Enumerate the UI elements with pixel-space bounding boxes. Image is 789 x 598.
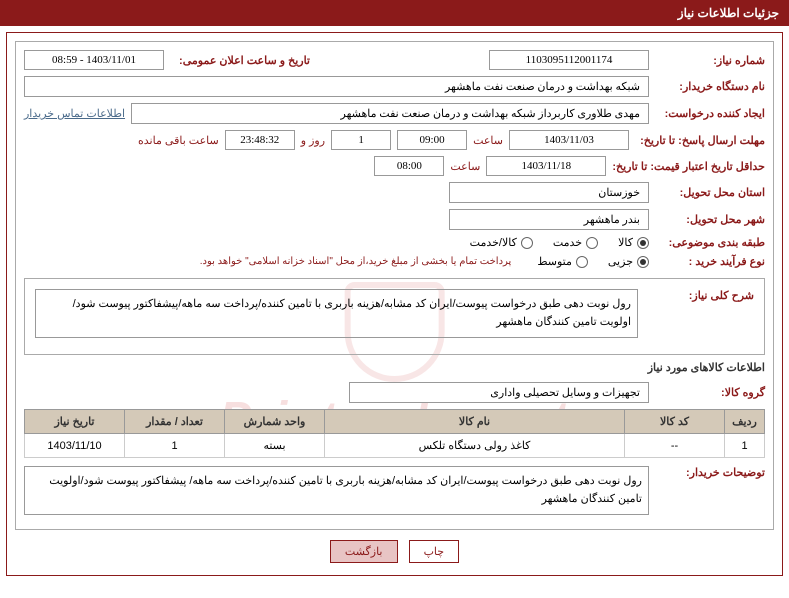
radio-service[interactable]: خدمت [553, 236, 598, 249]
category-radio-group: کالا خدمت کالا/خدمت [470, 236, 649, 249]
requester-value: مهدی طلاوری کاربرداز شبکه بهداشت و درمان… [131, 103, 649, 124]
cell-unit: بسته [225, 434, 325, 458]
page-header: جزئیات اطلاعات نیاز [0, 0, 789, 26]
row-category: طبقه بندی موضوعی: کالا خدمت کالا/خدمت [24, 236, 765, 249]
process-label: نوع فرآیند خرید : [655, 255, 765, 268]
province-label: استان محل تحویل: [655, 186, 765, 199]
province-value: خوزستان [449, 182, 649, 203]
need-number-value: 1103095112001174 [489, 50, 649, 70]
row-response-deadline: مهلت ارسال پاسخ: تا تاریخ: 1403/11/03 سا… [24, 130, 765, 150]
radio-medium[interactable]: متوسط [537, 255, 588, 268]
row-buyer-org: نام دستگاه خریدار: شبکه بهداشت و درمان ص… [24, 76, 765, 97]
button-row: چاپ بازگشت [15, 530, 774, 567]
row-province: استان محل تحویل: خوزستان [24, 182, 765, 203]
print-button[interactable]: چاپ [409, 540, 460, 563]
table-row: 1 -- کاغذ رولی دستگاه تلکس بسته 1 1403/1… [25, 434, 765, 458]
goods-table: ردیف کد کالا نام کالا واحد شمارش تعداد /… [24, 409, 765, 458]
buyer-notes-label: توضیحات خریدار: [655, 466, 765, 479]
cell-code: -- [625, 434, 725, 458]
city-label: شهر محل تحویل: [655, 213, 765, 226]
th-date: تاریخ نیاز [25, 410, 125, 434]
group-label: گروه کالا: [655, 386, 765, 399]
description-panel: شرح کلی نیاز: رول نوبت دهی طبق درخواست پ… [24, 278, 765, 355]
time-label-2: ساعت [450, 160, 480, 173]
validity-label: حداقل تاریخ اعتبار قیمت: تا تاریخ: [612, 160, 765, 173]
cell-name: کاغذ رولی دستگاه تلکس [325, 434, 625, 458]
process-note: پرداخت تمام یا بخشی از مبلغ خرید،از محل … [200, 256, 512, 267]
row-validity: حداقل تاریخ اعتبار قیمت: تا تاریخ: 1403/… [24, 156, 765, 176]
th-name: نام کالا [325, 410, 625, 434]
th-qty: تعداد / مقدار [125, 410, 225, 434]
city-value: بندر ماهشهر [449, 209, 649, 230]
desc-label: شرح کلی نیاز: [644, 289, 754, 302]
cell-date: 1403/11/10 [25, 434, 125, 458]
response-deadline-label: مهلت ارسال پاسخ: تا تاریخ: [635, 134, 765, 147]
form-panel: Printender.net شماره نیاز: 1103095112001… [15, 41, 774, 530]
buyer-org-value: شبکه بهداشت و درمان صنعت نفت ماهشهر [24, 76, 649, 97]
row-buyer-notes: توضیحات خریدار: رول نوبت دهی طبق درخواست… [24, 466, 765, 515]
radio-partial[interactable]: جزیی [608, 255, 649, 268]
validity-date-value: 1403/11/18 [486, 156, 606, 176]
row-city: شهر محل تحویل: بندر ماهشهر [24, 209, 765, 230]
cell-row: 1 [725, 434, 765, 458]
contact-link[interactable]: اطلاعات تماس خریدار [24, 107, 125, 120]
th-unit: واحد شمارش [225, 410, 325, 434]
page-title: جزئیات اطلاعات نیاز [678, 6, 779, 20]
goods-info-label: اطلاعات کالاهای مورد نیاز [24, 361, 765, 374]
need-number-label: شماره نیاز: [655, 54, 765, 67]
announce-date-value: 1403/11/01 - 08:59 [24, 50, 164, 70]
announce-date-label: تاریخ و ساعت اعلان عمومی: [170, 54, 310, 67]
desc-text: رول نوبت دهی طبق درخواست پیوست/ایران کد … [35, 289, 638, 338]
category-label: طبقه بندی موضوعی: [655, 236, 765, 249]
th-code: کد کالا [625, 410, 725, 434]
time-label-1: ساعت [473, 134, 503, 147]
response-date-value: 1403/11/03 [509, 130, 629, 150]
days-and-label: روز و [301, 134, 325, 147]
validity-time-value: 08:00 [374, 156, 444, 176]
response-time-value: 09:00 [397, 130, 467, 150]
radio-goods[interactable]: کالا [618, 236, 649, 249]
buyer-notes-text: رول نوبت دهی طبق درخواست پیوست/ایران کد … [24, 466, 649, 515]
main-container: Printender.net شماره نیاز: 1103095112001… [6, 32, 783, 576]
row-group: گروه کالا: تجهیزات و وسایل تحصیلی واداری [24, 382, 765, 403]
time-remaining-label: ساعت باقی مانده [138, 134, 219, 147]
process-radio-group: جزیی متوسط [537, 255, 649, 268]
row-requester: ایجاد کننده درخواست: مهدی طلاوری کاربردا… [24, 103, 765, 124]
group-value: تجهیزات و وسایل تحصیلی واداری [349, 382, 649, 403]
th-row: ردیف [725, 410, 765, 434]
buyer-org-label: نام دستگاه خریدار: [655, 80, 765, 93]
cell-qty: 1 [125, 434, 225, 458]
back-button[interactable]: بازگشت [330, 540, 398, 563]
time-left-value: 23:48:32 [225, 130, 295, 150]
row-need-number: شماره نیاز: 1103095112001174 تاریخ و ساع… [24, 50, 765, 70]
radio-goods-service[interactable]: کالا/خدمت [470, 236, 533, 249]
row-process: نوع فرآیند خرید : جزیی متوسط پرداخت تمام… [24, 255, 765, 268]
days-left-value: 1 [331, 130, 391, 150]
requester-label: ایجاد کننده درخواست: [655, 107, 765, 120]
